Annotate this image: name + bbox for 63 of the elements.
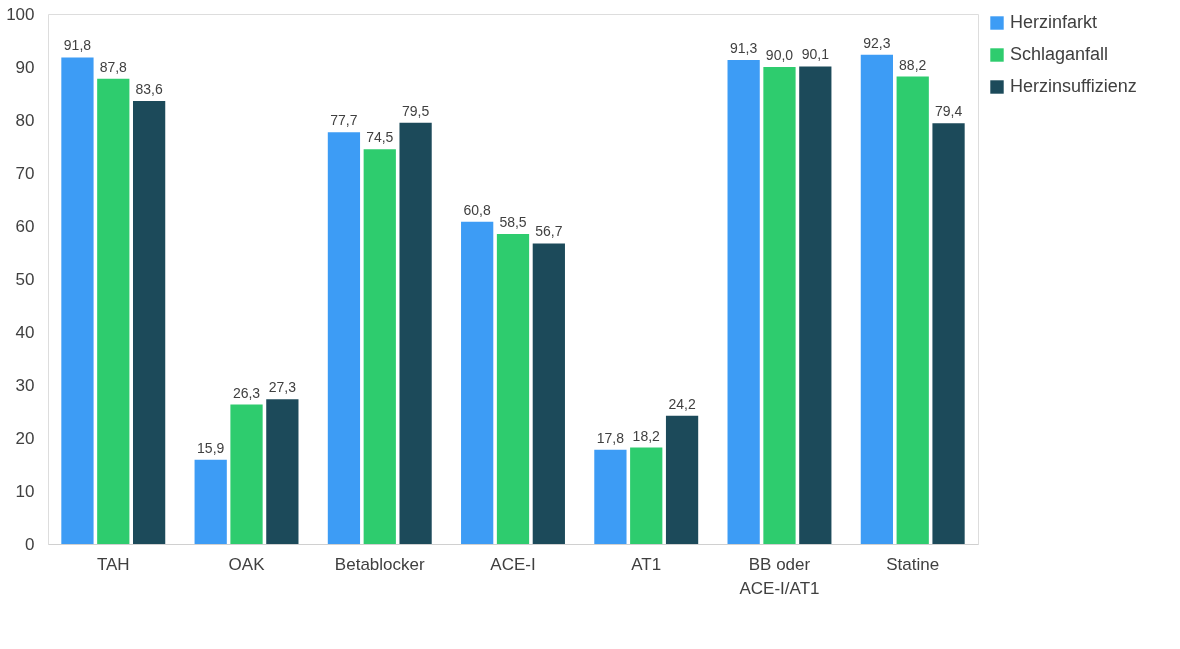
bar [363, 149, 396, 544]
legend-label: Schlaganfall [1010, 44, 1109, 64]
bar [665, 415, 699, 544]
data-label: 92,3 [863, 34, 891, 51]
bar [763, 67, 796, 544]
data-label: 56,7 [535, 223, 563, 240]
data-label: 90,1 [801, 46, 830, 63]
data-label: 91,8 [63, 37, 92, 54]
data-label: 87,8 [99, 58, 128, 75]
legend-label: Herzinsuffizienz [1010, 76, 1137, 96]
x-tick-label: ACE-I [490, 554, 536, 574]
x-tick-label: Statine [886, 554, 940, 574]
y-tick-label: 20 [15, 428, 35, 448]
y-tick-label: 10 [15, 481, 35, 501]
data-label: 79,4 [934, 103, 963, 120]
bar [799, 66, 832, 544]
data-label: 77,7 [330, 112, 358, 129]
data-label: 79,5 [401, 102, 430, 119]
data-label: 60,8 [463, 201, 491, 218]
data-label: 91,3 [730, 40, 758, 57]
bar [230, 404, 263, 544]
y-tick-label: 30 [15, 375, 35, 395]
bar [860, 54, 893, 544]
bar [194, 459, 227, 544]
bar [399, 122, 432, 544]
x-tick-label: Betablocker [334, 554, 425, 574]
data-label: 90,0 [765, 47, 794, 63]
data-label: 27,3 [268, 379, 297, 396]
data-label: 24,2 [668, 395, 696, 412]
bar [594, 449, 627, 544]
y-tick-label: 70 [15, 163, 35, 183]
bar [266, 399, 299, 544]
y-tick-label: 50 [15, 269, 35, 289]
x-tick-label: OAK [228, 554, 266, 574]
x-tick-label: AT1 [631, 554, 662, 574]
y-tick-label: 40 [15, 322, 35, 342]
x-tick-label: TAH [96, 554, 130, 574]
data-label: 83,6 [135, 80, 163, 97]
bar [932, 123, 965, 544]
data-label: 88,2 [899, 56, 927, 73]
bar [97, 78, 130, 544]
bar [727, 60, 760, 544]
bar [61, 57, 94, 544]
bar [896, 76, 929, 544]
data-label: 58,5 [499, 213, 527, 230]
data-label: 17,8 [596, 429, 625, 446]
y-tick-label: 80 [15, 110, 35, 130]
y-tick-label: 60 [15, 216, 35, 236]
x-tick-label: BB oder ACE-I/AT1 [739, 554, 820, 598]
y-tick-label: 100 [6, 4, 35, 24]
bar [133, 100, 166, 544]
legend-label: Herzinfarkt [1010, 12, 1098, 32]
bar [630, 447, 663, 544]
y-tick-label: 90 [15, 57, 35, 77]
bar [532, 243, 565, 544]
bar [327, 132, 361, 544]
y-tick-label: 0 [25, 534, 35, 554]
bar [496, 233, 530, 544]
data-label: 15,9 [197, 439, 225, 456]
data-label: 26,3 [232, 384, 261, 401]
bar [461, 221, 494, 544]
data-label: 18,2 [632, 427, 661, 444]
data-label: 74,5 [366, 129, 394, 146]
